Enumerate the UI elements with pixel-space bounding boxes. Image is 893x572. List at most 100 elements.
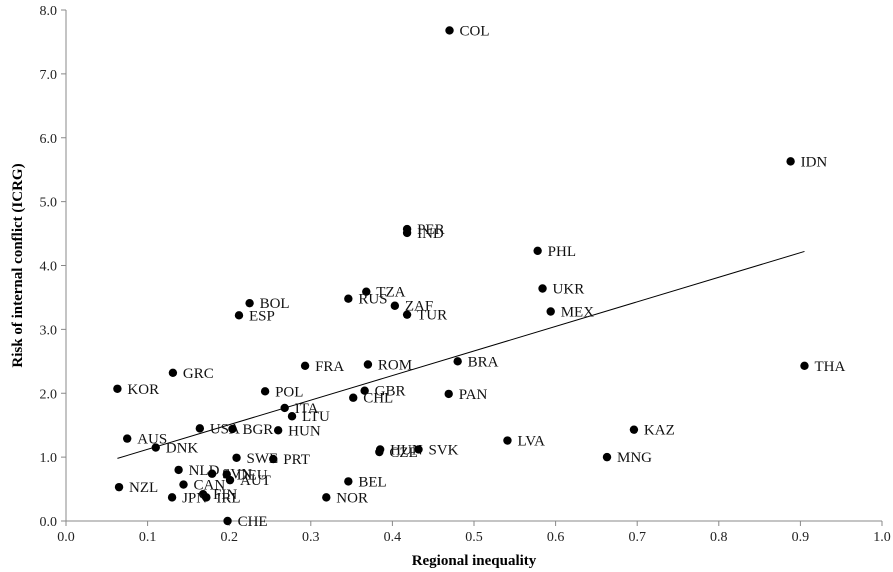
data-point-label: MNG (617, 450, 652, 466)
x-tick-label: 0.4 (384, 530, 402, 545)
data-point-label: PAN (459, 387, 488, 403)
data-point (232, 453, 241, 462)
y-tick-label: 1.0 (40, 451, 58, 466)
data-point-label: THA (814, 359, 845, 375)
x-tick-label: 0.5 (465, 530, 483, 545)
data-point-label: KOR (127, 382, 159, 398)
data-point (174, 465, 183, 475)
data-point-label: CZE (389, 445, 417, 461)
data-point-label: ESP (249, 308, 275, 324)
data-point (445, 26, 454, 35)
data-point-label: HUN (390, 442, 423, 458)
data-point-label: AUT (240, 473, 271, 489)
x-tick-label: 0.1 (139, 530, 157, 545)
data-point-label: PHL (548, 244, 576, 260)
data-point (195, 424, 205, 433)
data-point (151, 443, 160, 452)
data-point-label: TUR (417, 308, 447, 324)
data-point (503, 436, 512, 445)
data-point (629, 425, 639, 434)
data-point (362, 287, 371, 296)
data-point-label: IDN (801, 154, 828, 170)
data-point-label: BGR (242, 422, 273, 438)
data-point-label: ITA (295, 401, 319, 417)
data-point-label: ROM (378, 358, 412, 374)
data-point-label: POL (275, 384, 303, 400)
data-point (602, 452, 612, 462)
data-point (269, 454, 278, 464)
data-point-label: AUS (137, 432, 167, 448)
data-point-label: PER (417, 222, 445, 238)
x-tick-label: 0.6 (547, 530, 565, 545)
x-tick-label: 0.0 (57, 530, 75, 545)
y-tick-label: 7.0 (40, 68, 58, 83)
data-point (402, 310, 412, 319)
data-point-label: NZL (129, 480, 158, 496)
trendline (117, 250, 805, 459)
data-point-label: COL (460, 23, 490, 39)
x-axis-title: Regional inequality (412, 553, 537, 569)
data-point (260, 387, 270, 396)
data-point-label: JPN (182, 490, 207, 506)
data-point (322, 493, 331, 502)
data-point (300, 361, 310, 370)
y-tick-label: 0.0 (40, 515, 58, 530)
data-point-label: DNK (166, 441, 199, 457)
data-point (344, 294, 353, 303)
data-point (113, 384, 122, 393)
y-axis-ticks: 0.0 1.0 2.0 3.0 4.0 5.0 6.0 7.0 8.0 (40, 4, 66, 530)
data-point-label: BEL (358, 474, 386, 490)
data-point (234, 311, 244, 320)
data-point-label: CAN (194, 478, 226, 494)
data-point-label: MEX (561, 304, 595, 320)
data-point-label: CHL (363, 391, 393, 407)
data-point-label: PRT (283, 452, 310, 468)
data-point (349, 393, 358, 402)
data-point (414, 445, 423, 454)
data-point (538, 284, 547, 293)
data-point-label: DEU (237, 467, 268, 483)
data-point (167, 493, 177, 502)
x-tick-label: 0.2 (220, 530, 238, 545)
x-tick-label: 0.8 (710, 530, 728, 545)
data-point (245, 298, 254, 308)
y-tick-label: 2.0 (40, 387, 58, 402)
data-point (363, 360, 373, 369)
data-point-label: LVA (517, 434, 545, 450)
data-point (344, 477, 353, 486)
data-point (375, 447, 384, 457)
y-tick-label: 4.0 (40, 260, 58, 275)
data-point-label: SWE (247, 451, 279, 467)
data-point (168, 368, 178, 378)
data-point-label: FIN (213, 487, 237, 503)
x-tick-label: 0.7 (628, 530, 646, 545)
y-tick-label: 3.0 (40, 323, 58, 338)
x-tick-label: 0.9 (792, 530, 810, 545)
data-point-label: FRA (315, 359, 344, 375)
data-point-label: GBR (375, 384, 406, 400)
data-point (800, 361, 809, 370)
data-point (287, 412, 297, 421)
data-point-label: GRC (183, 366, 214, 382)
data-point (533, 246, 542, 256)
data-point (202, 493, 211, 502)
data-point (273, 426, 283, 435)
data-point (786, 157, 795, 166)
data-point (360, 386, 369, 395)
data-point (207, 469, 217, 478)
data-point (546, 307, 555, 316)
data-point (223, 516, 232, 526)
data-point-label: CHE (238, 514, 268, 530)
data-point (390, 301, 400, 310)
data-point-label: HUN (288, 423, 321, 439)
data-point-label: UKR (553, 281, 585, 297)
y-axis-title: Risk of internal conflict (ICRG) (10, 163, 26, 367)
data-point (228, 424, 237, 434)
data-point-label: SVK (429, 442, 459, 458)
data-point-label: NOR (336, 490, 368, 506)
data-point (444, 389, 453, 399)
data-point-label: LTU (302, 409, 330, 425)
data-point-label: IND (417, 226, 444, 242)
data-point (225, 475, 235, 485)
